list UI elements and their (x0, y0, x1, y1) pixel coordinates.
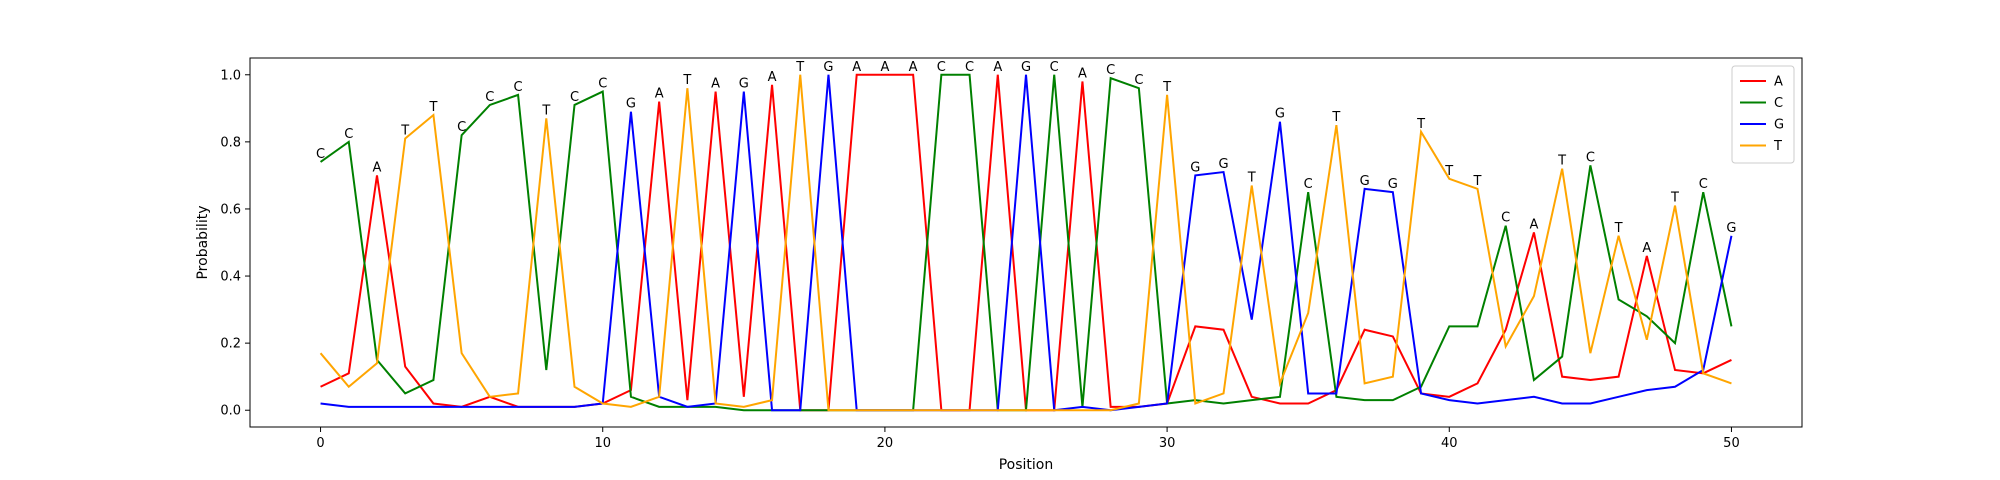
peak-label: G (1360, 174, 1370, 189)
peak-label: T (682, 73, 691, 88)
peak-label: C (1134, 73, 1143, 88)
peak-label: T (400, 124, 409, 139)
y-tick-label: 0.2 (220, 337, 241, 352)
x-axis-label: Position (999, 457, 1054, 473)
peak-label: C (485, 90, 494, 105)
peak-label: A (1529, 217, 1538, 232)
plot-frame (249, 57, 1803, 428)
peak-label: C (1699, 177, 1708, 192)
peak-label: A (768, 70, 777, 85)
series-line-T (319, 74, 1732, 412)
y-axis-label: Probability (195, 205, 211, 279)
y-tick-label: 0.4 (220, 270, 241, 285)
peak-label: C (1050, 60, 1059, 75)
x-tick-label: 40 (1441, 436, 1458, 451)
peak-label: C (1586, 150, 1595, 165)
peak-label: C (570, 90, 579, 105)
legend-entry-C: C (1774, 96, 1783, 111)
peak-label: C (1106, 63, 1115, 78)
peak-label: G (626, 97, 636, 112)
peak-label: T (1557, 154, 1566, 169)
peak-label: T (1162, 80, 1171, 95)
x-tick-label: 30 (1159, 436, 1176, 451)
legend-entry-T: T (1773, 139, 1782, 154)
peak-label: C (344, 127, 353, 142)
peak-label: G (1218, 157, 1228, 172)
peak-label: A (1078, 66, 1087, 81)
legend-entry-A: A (1774, 75, 1783, 90)
peak-label: A (852, 60, 861, 75)
peak-label: A (655, 87, 664, 102)
peak-label: T (541, 103, 550, 118)
peak-label: A (909, 60, 918, 75)
y-tick-label: 0.0 (220, 404, 241, 419)
series-line-G (320, 74, 1733, 412)
x-tick-label: 20 (877, 436, 894, 451)
x-tick-label: 50 (1723, 436, 1740, 451)
peak-label: A (993, 60, 1002, 75)
legend-entry-G: G (1774, 118, 1784, 133)
x-tick-label: 0 (316, 436, 324, 451)
peak-label: G (823, 60, 833, 75)
peak-label: A (373, 160, 382, 175)
peak-label: T (1473, 174, 1482, 189)
peak-label: T (1331, 110, 1340, 125)
peak-label: T (795, 60, 804, 75)
peak-label: T (1247, 170, 1256, 185)
peak-label: G (1388, 177, 1398, 192)
peak-label: T (428, 100, 437, 115)
peak-labels-layer: C C A T T C C C T C C G A T A G A T G A A A C C A G C A C C T G G T G C T G G T… (316, 60, 1736, 256)
peak-label: C (1304, 177, 1313, 192)
peak-label: C (965, 60, 974, 75)
y-tick-label: 0.6 (220, 202, 241, 217)
peak-label: A (711, 77, 720, 92)
peak-label: G (739, 77, 749, 92)
y-tick-label: 0.8 (220, 135, 241, 150)
series-layer (319, 73, 1733, 412)
peak-label: T (1416, 117, 1425, 132)
legend-box (1731, 65, 1795, 164)
peak-label: T (1444, 164, 1453, 179)
peak-label: C (316, 147, 325, 162)
peak-label: T (1670, 191, 1679, 206)
peak-label: G (1275, 107, 1285, 122)
peak-label: G (1190, 160, 1200, 175)
x-axis: 0 10 20 30 40 50 (316, 427, 1740, 451)
peak-label: C (514, 80, 523, 95)
peak-label: C (937, 60, 946, 75)
y-tick-label: 1.0 (220, 68, 241, 83)
x-tick-label: 10 (594, 436, 611, 451)
peak-label: A (880, 60, 889, 75)
peak-label: G (1021, 60, 1031, 75)
y-axis: 0.0 0.2 0.4 0.6 0.8 1.0 (220, 68, 250, 419)
peak-label: G (1726, 221, 1736, 236)
peak-label: A (1642, 241, 1651, 256)
peak-label: C (457, 120, 466, 135)
peak-label: C (1501, 211, 1510, 226)
peak-label: C (598, 77, 607, 92)
peak-label: T (1614, 221, 1623, 236)
